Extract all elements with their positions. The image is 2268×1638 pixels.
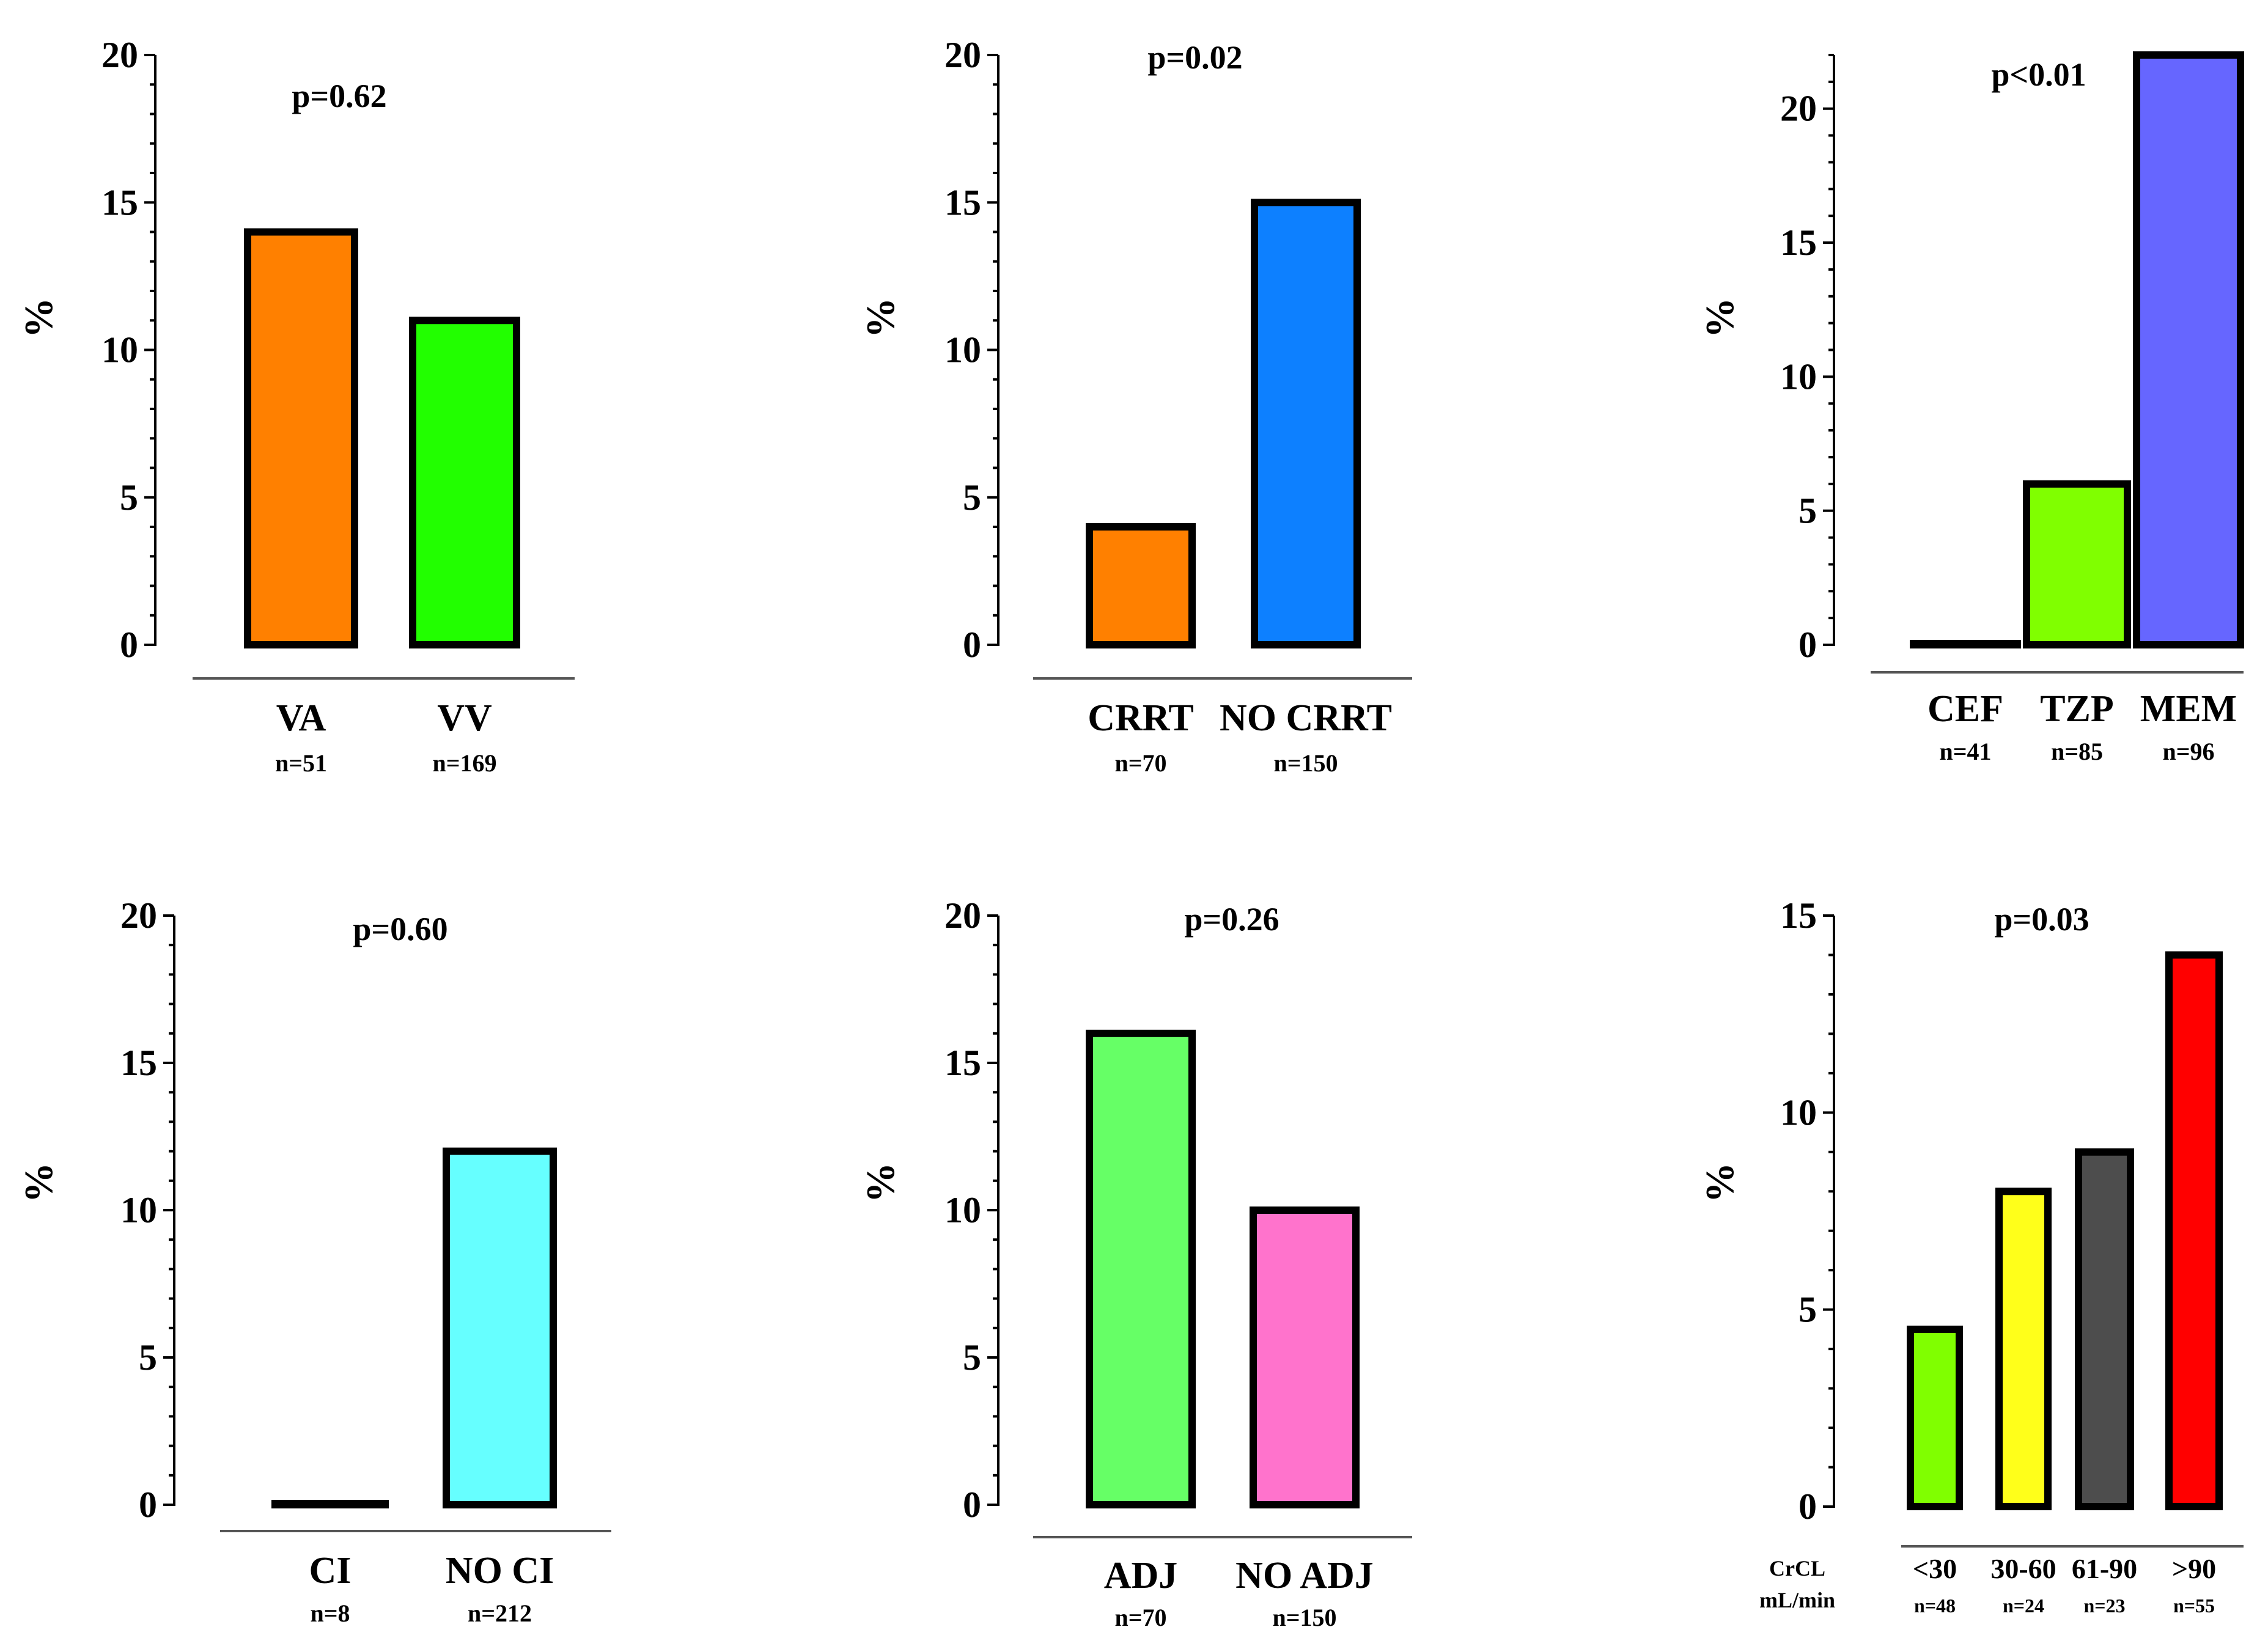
y-tick-label: 20	[120, 895, 157, 936]
y-tick-label: 20	[944, 35, 981, 75]
bar-adj	[1086, 1029, 1196, 1509]
category-label: <30	[1913, 1553, 1957, 1584]
y-tick-label: 10	[944, 1190, 981, 1230]
y-tick-label: 5	[963, 1337, 981, 1378]
bar-va	[244, 228, 358, 648]
bar-90	[2165, 951, 2223, 1510]
y-axis-label: %	[1698, 1162, 1742, 1203]
sample-size-label: n=48	[1914, 1595, 1956, 1617]
panel-6: 0 5 10 15% p=0.03 <30 n=48 30-60 n=24 61-90 n=23 >9…	[1698, 895, 2244, 1617]
y-axis-label: %	[17, 1162, 61, 1203]
y-tick-label: 5	[963, 477, 981, 518]
p-value-title: p=0.03	[1994, 901, 2089, 938]
y-tick-label: 10	[944, 330, 981, 370]
sample-size-label: n=24	[2003, 1595, 2044, 1617]
p-value-title: p=0.62	[292, 78, 386, 114]
bar-30-60	[1995, 1188, 2052, 1511]
category-label: NO ADJ	[1235, 1555, 1374, 1596]
category-label: MEM	[2140, 688, 2237, 730]
category-label: NO CI	[446, 1550, 554, 1592]
sample-size-label: n=23	[2083, 1595, 2125, 1617]
bar-ci	[271, 1500, 389, 1508]
y-tick-label: 0	[139, 1485, 157, 1525]
y-axis-label: %	[858, 298, 903, 338]
bar-tzp	[2023, 480, 2131, 648]
category-label: CEF	[1927, 688, 2003, 730]
y-tick-label: 0	[1799, 625, 1817, 665]
bar-cef	[1910, 640, 2021, 648]
y-tick-label: 10	[101, 330, 138, 370]
y-tick-label: 10	[1780, 356, 1817, 397]
sample-size-label: n=70	[1114, 1604, 1166, 1631]
category-label: 30-60	[1990, 1553, 2056, 1584]
bar-mem	[2133, 51, 2244, 648]
sample-size-label: n=8	[310, 1599, 350, 1627]
y-tick-label: 20	[1780, 89, 1817, 129]
sample-size-label: n=85	[2051, 738, 2103, 765]
y-axis-label: %	[17, 298, 61, 338]
y-tick-label: 15	[944, 1043, 981, 1083]
y-tick-label: 20	[944, 895, 981, 936]
sample-size-label: n=96	[2162, 738, 2214, 765]
sample-size-label: n=212	[468, 1599, 532, 1627]
bar-no-adj	[1250, 1206, 1360, 1508]
p-value-title: p=0.60	[353, 911, 447, 947]
panel-4: 0 5 10 15 20% p=0.60 CI n=8 NO CI n=212	[17, 895, 611, 1627]
sample-size-label: n=41	[1939, 738, 1991, 765]
category-label: VA	[276, 697, 326, 739]
y-tick-label: 5	[139, 1337, 157, 1378]
category-label: TZP	[2040, 688, 2114, 730]
y-tick-label: 15	[1780, 222, 1817, 263]
y-axis-label: %	[858, 1162, 903, 1203]
panel-5: 0 5 10 15 20% p=0.26 ADJ n=70 NO ADJ n=150	[858, 895, 1412, 1631]
bar-no-crrt	[1251, 199, 1361, 648]
p-value-title: p<0.01	[1991, 56, 2086, 93]
y-tick-label: 5	[120, 477, 138, 518]
y-tick-label: 20	[101, 35, 138, 75]
x-axis-label-line-1: CrCL	[1769, 1556, 1825, 1581]
bar-no-ci	[443, 1147, 557, 1508]
category-label: 61-90	[2072, 1553, 2137, 1584]
sample-size-label: n=55	[2173, 1595, 2215, 1617]
sample-size-label: n=169	[432, 749, 496, 777]
y-tick-label: 0	[963, 625, 981, 665]
y-tick-label: 10	[120, 1190, 157, 1230]
y-axis-label: %	[1698, 298, 1742, 338]
sample-size-label: n=51	[275, 749, 327, 777]
x-axis-label-line-2: mL/min	[1759, 1588, 1835, 1612]
y-tick-label: 10	[1780, 1092, 1817, 1133]
y-tick-label: 15	[120, 1043, 157, 1083]
category-label: VV	[437, 697, 492, 739]
y-tick-label: 15	[1780, 895, 1817, 936]
panel-1: 0 5 10 15 20% p=0.62 VA n=51 VV n=169	[17, 35, 575, 777]
y-tick-label: 15	[944, 182, 981, 222]
sample-size-label: n=150	[1272, 1604, 1336, 1631]
sample-size-label: n=70	[1114, 749, 1166, 777]
y-tick-label: 5	[1799, 491, 1817, 531]
y-tick-label: 0	[963, 1485, 981, 1525]
category-label: ADJ	[1104, 1555, 1178, 1596]
y-tick-label: 0	[120, 625, 138, 665]
p-value-title: p=0.02	[1147, 39, 1242, 76]
panel-2: 0 5 10 15 20% p=0.02 CRRT n=70 NO CRRT n=150	[858, 35, 1412, 777]
category-label: NO CRRT	[1220, 697, 1392, 739]
p-value-title: p=0.26	[1184, 901, 1279, 938]
bar-vv	[409, 317, 520, 648]
bar-30	[1907, 1325, 1963, 1510]
y-tick-label: 15	[101, 182, 138, 222]
bar-crrt	[1086, 523, 1196, 648]
y-tick-label: 0	[1799, 1486, 1817, 1527]
category-label: CRRT	[1088, 697, 1194, 739]
bar-61-90	[2075, 1148, 2134, 1511]
category-label: >90	[2172, 1553, 2216, 1584]
y-tick-label: 5	[1799, 1290, 1817, 1330]
sample-size-label: n=150	[1273, 749, 1338, 777]
panel-3: 0 5 10 15 20% p<0.01 CEF n=41 TZP n=85 MEM n=96	[1698, 51, 2244, 765]
category-label: CI	[309, 1550, 352, 1592]
